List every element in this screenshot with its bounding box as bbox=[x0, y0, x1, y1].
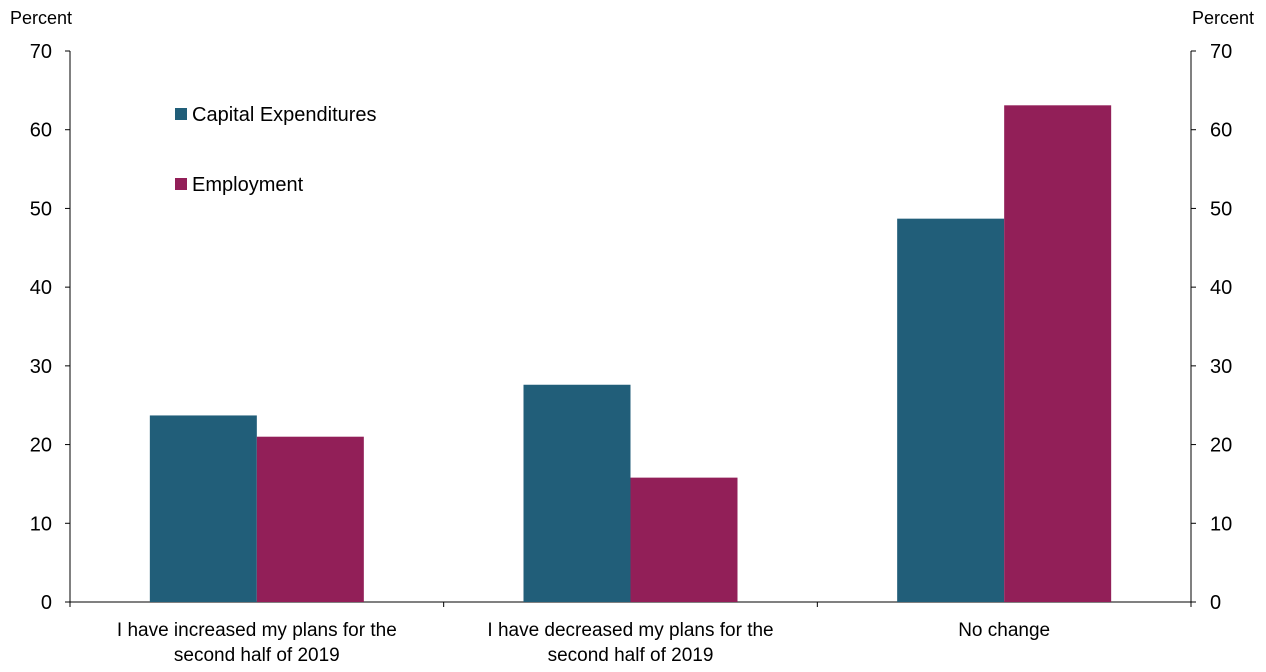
right-y-tick-label: 30 bbox=[1210, 356, 1232, 378]
left-y-tick-label: 40 bbox=[30, 277, 52, 299]
legend-label-employment: Employment bbox=[192, 174, 304, 196]
category-label: I have decreased my plans for the bbox=[487, 620, 773, 641]
right-y-tick-label: 0 bbox=[1210, 592, 1221, 614]
bar-employment bbox=[630, 477, 738, 602]
bars: I have increased my plans for the second … bbox=[117, 105, 1112, 666]
right-y-tick-label: 10 bbox=[1210, 513, 1232, 535]
legend-swatch-employment bbox=[175, 178, 187, 190]
bar-capital-expenditures bbox=[523, 384, 631, 602]
right-y-tick-label: 50 bbox=[1210, 198, 1232, 220]
left-y-tick-label: 60 bbox=[30, 120, 52, 142]
category-label: I have increased my plans for the bbox=[117, 620, 397, 641]
right-y-tick-label: 70 bbox=[1210, 41, 1232, 63]
right-axis-unit: Percent bbox=[1192, 8, 1254, 28]
legend-swatch-capital-expenditures bbox=[175, 108, 187, 120]
right-y-tick-label: 60 bbox=[1210, 120, 1232, 142]
bar-employment bbox=[1004, 105, 1112, 602]
bar-capital-expenditures bbox=[149, 415, 257, 602]
category-label: second half of 2019 bbox=[174, 645, 340, 666]
left-y-tick-label: 50 bbox=[30, 198, 52, 220]
category-label: No change bbox=[958, 620, 1050, 641]
bar-employment bbox=[256, 436, 364, 602]
left-axis-unit: Percent bbox=[10, 8, 72, 28]
legend: Capital Expenditures Employment bbox=[175, 104, 377, 196]
left-y-tick-label: 0 bbox=[41, 592, 52, 614]
bar-capital-expenditures bbox=[897, 218, 1005, 602]
labels: Percent Percent bbox=[10, 8, 1254, 28]
legend-label-capital-expenditures: Capital Expenditures bbox=[192, 104, 377, 126]
right-y-tick-label: 20 bbox=[1210, 435, 1232, 457]
left-y-tick-label: 10 bbox=[30, 513, 52, 535]
left-y-tick-label: 70 bbox=[30, 41, 52, 63]
left-y-tick-label: 20 bbox=[30, 435, 52, 457]
right-y-tick-label: 40 bbox=[1210, 277, 1232, 299]
category-label: second half of 2019 bbox=[548, 645, 714, 666]
left-y-tick-label: 30 bbox=[30, 356, 52, 378]
